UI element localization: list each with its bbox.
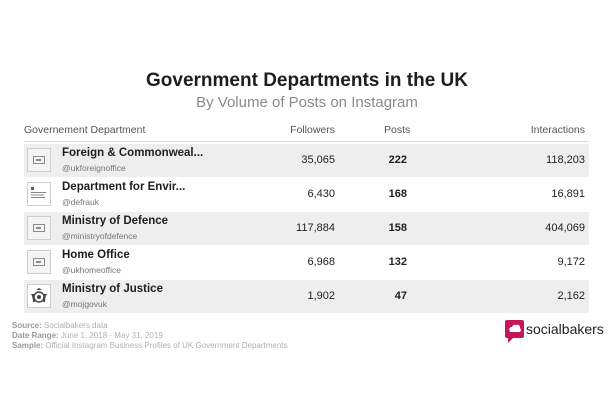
sample-label: Sample: bbox=[12, 341, 44, 350]
chef-hat-icon bbox=[505, 320, 524, 343]
brand-name: socialbakers bbox=[526, 321, 604, 337]
posts-value: 222 bbox=[388, 154, 407, 166]
royal-crest-icon bbox=[27, 284, 51, 308]
table-row: Foreign & Commonweal... @ukforeignoffice… bbox=[24, 144, 589, 177]
department-name: Foreign & Commonweal... bbox=[62, 147, 204, 159]
table-header: Governement Department Followers Posts I… bbox=[24, 119, 589, 142]
department-handle: @ukforeignoffice bbox=[62, 163, 126, 173]
image-placeholder-icon bbox=[27, 216, 51, 240]
department-name: Home Office bbox=[62, 249, 130, 261]
chart-subtitle: By Volume of Posts on Instagram bbox=[196, 94, 418, 111]
image-placeholder-icon bbox=[27, 148, 51, 172]
department-name: Ministry of Defence bbox=[62, 215, 169, 227]
source-text: Socialbakers data bbox=[44, 321, 108, 330]
chart-title: Government Departments in the UK bbox=[146, 70, 468, 91]
source-notes: Source: Socialbakers data Date Range: Ju… bbox=[12, 321, 288, 351]
table-row: Ministry of Justice @mojgovuk 1,902 47 2… bbox=[24, 280, 589, 313]
table-row: Home Office @ukhomeoffice 6,968 132 9,17… bbox=[24, 246, 589, 279]
column-header-followers: Followers bbox=[290, 124, 335, 136]
date-range-label: Date Range: bbox=[12, 331, 59, 340]
sample-text: Official Instagram Business Profiles of … bbox=[45, 341, 288, 350]
interactions-value: 404,069 bbox=[545, 222, 585, 234]
department-name: Department for Envir... bbox=[62, 181, 186, 193]
followers-value: 1,902 bbox=[307, 290, 335, 302]
image-placeholder-icon bbox=[27, 250, 51, 274]
defra-logo-icon bbox=[27, 182, 51, 206]
department-handle: @ukhomeoffice bbox=[62, 265, 122, 275]
column-header-interactions: Interactions bbox=[530, 124, 585, 136]
followers-value: 6,430 bbox=[307, 188, 335, 200]
followers-value: 117,884 bbox=[296, 222, 335, 234]
department-handle: @mojgovuk bbox=[62, 299, 108, 309]
source-label: Source: bbox=[12, 321, 42, 330]
column-header-department: Governement Department bbox=[24, 124, 146, 136]
posts-value: 168 bbox=[388, 188, 407, 200]
date-range-text: June 1, 2018 - May 31, 2019 bbox=[60, 331, 163, 340]
department-name: Ministry of Justice bbox=[62, 283, 163, 295]
posts-value: 158 bbox=[388, 222, 407, 234]
department-handle: @ministryofdefence bbox=[62, 231, 138, 241]
interactions-value: 2,162 bbox=[557, 290, 585, 302]
interactions-value: 118,203 bbox=[546, 154, 585, 166]
table-row: Department for Envir... @defrauk 6,430 1… bbox=[24, 178, 589, 211]
followers-value: 6,968 bbox=[307, 256, 335, 268]
followers-value: 35,065 bbox=[301, 154, 335, 166]
interactions-value: 16,891 bbox=[551, 188, 585, 200]
table-row: Ministry of Defence @ministryofdefence 1… bbox=[24, 212, 589, 245]
posts-value: 132 bbox=[388, 256, 407, 268]
column-header-posts: Posts bbox=[384, 124, 411, 136]
interactions-value: 9,172 bbox=[557, 256, 585, 268]
department-handle: @defrauk bbox=[62, 197, 99, 207]
posts-value: 47 bbox=[394, 290, 407, 302]
